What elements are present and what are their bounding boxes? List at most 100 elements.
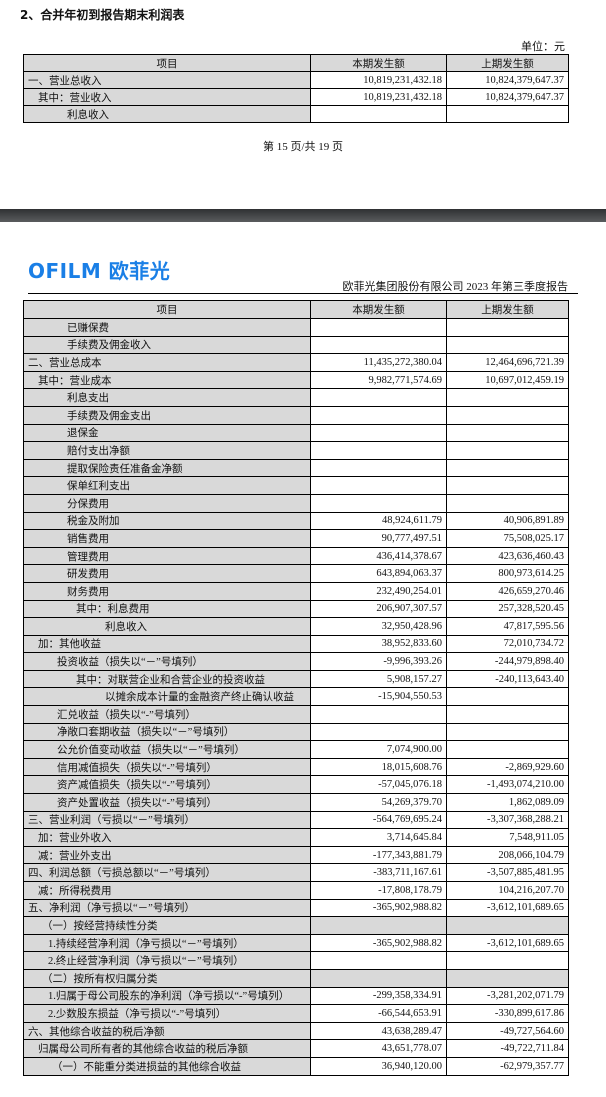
table-row: 保单红利支出 xyxy=(23,476,569,495)
table-row: 财务费用 232,490,254.01 426,659,270.46 xyxy=(23,581,569,601)
table-row: 手续费及佣金收入 xyxy=(23,335,569,355)
row-label: （一）不能重分类进损益的其他综合收益 xyxy=(23,1056,311,1076)
row-label: 利息收入 xyxy=(23,105,311,123)
row-label: 资产减值损失（损失以“-”号填列） xyxy=(23,775,311,795)
table-row: 其中：对联营企业和合营企业的投资收益 5,908,157.27 -240,113,6… xyxy=(23,669,569,689)
current-period-value xyxy=(310,705,447,724)
table-row: 五、净利润（净亏损以“－”号填列） -365,902,988.82 -3,612,1… xyxy=(23,898,569,918)
table-row: 投资收益（损失以“－”号填列） -9,996,393.26 -244,979,898… xyxy=(23,652,569,671)
row-label: 研发费用 xyxy=(23,564,311,583)
row-label: 1.归属于母公司股东的净利润（净亏损以“-”号填列） xyxy=(23,986,311,1006)
current-period-value: -66,544,653.91 xyxy=(310,1004,447,1023)
row-label: 其中：营业收入 xyxy=(23,88,311,106)
table-row: 其中：利息费用 206,907,307.57 257,328,520.45 xyxy=(23,599,569,619)
prior-period-value xyxy=(446,476,569,495)
row-label: 其中：营业成本 xyxy=(23,370,311,390)
prior-period-value: -3,507,885,481.95 xyxy=(446,863,569,882)
prior-period-value: 47,817,595.56 xyxy=(446,617,569,636)
prior-period-value: 10,697,012,459.19 xyxy=(446,370,569,390)
prior-period-value xyxy=(446,968,569,988)
current-period-value: -57,045,076.18 xyxy=(310,775,447,795)
current-period-value: -365,902,988.82 xyxy=(310,898,447,918)
row-label: 1.持续经营净利润（净亏损以“－”号填列） xyxy=(23,933,311,953)
prior-period-value: 104,216,207.70 xyxy=(446,881,569,900)
current-period-value xyxy=(310,951,447,970)
prior-period-value: 208,066,104.79 xyxy=(446,845,569,865)
table-row: 销售费用 90,777,497.51 75,508,025.17 xyxy=(23,529,569,548)
prior-period-value: -49,727,564.60 xyxy=(446,1021,569,1041)
table-row: 分保费用 xyxy=(23,493,569,513)
row-label: 销售费用 xyxy=(23,529,311,548)
table-row: 加：营业外收入 3,714,645.84 7,548,911.05 xyxy=(23,828,569,847)
row-label: 2.终止经营净利润（净亏损以“－”号填列） xyxy=(23,951,311,970)
table-row: 以摊余成本计量的金融资产终止确认收益 -15,904,550.53 xyxy=(23,687,569,707)
column-header-prior: 上期发生额 xyxy=(446,54,569,72)
prior-period-value xyxy=(446,916,569,935)
row-label: 其中：利息费用 xyxy=(23,599,311,619)
prior-period-value: 75,508,025.17 xyxy=(446,529,569,548)
current-period-value: 32,950,428.96 xyxy=(310,617,447,636)
prior-period-value xyxy=(446,722,569,742)
current-period-value xyxy=(310,423,447,443)
prior-period-value: -3,281,202,071.79 xyxy=(446,986,569,1006)
current-period-value: -383,711,167.61 xyxy=(310,863,447,882)
row-label: 利息支出 xyxy=(23,388,311,407)
prior-period-value xyxy=(446,318,569,337)
table-header: 项目 本期发生额 上期发生额 xyxy=(23,300,569,319)
table-row: 资产处置收益（损失以“-”号填列） 54,269,379.70 1,862,089.… xyxy=(23,793,569,812)
prior-period-value: -3,612,101,689.65 xyxy=(446,898,569,918)
table-row: 手续费及佣金支出 xyxy=(23,405,569,425)
current-period-value: 36,940,120.00 xyxy=(310,1056,447,1076)
row-label: 净敞口套期收益（损失以“－”号填列） xyxy=(23,722,311,742)
current-period-value: -564,769,695.24 xyxy=(310,810,447,830)
table-row: 三、营业利润（亏损以“－”号填列） -564,769,695.24 -3,307,3… xyxy=(23,810,569,830)
table-row: 四、利润总额（亏损总额以“－”号填列） -383,711,167.61 -3,507… xyxy=(23,863,569,882)
prior-period-value: -240,113,643.40 xyxy=(446,669,569,689)
table-row: 资产减值损失（损失以“-”号填列） -57,045,076.18 -1,493,07… xyxy=(23,775,569,795)
current-period-value: -17,808,178.79 xyxy=(310,881,447,900)
row-label: 加：营业外收入 xyxy=(23,828,311,847)
row-label: 税金及附加 xyxy=(23,511,311,531)
row-label: 公允价值变动收益（损失以“－”号填列） xyxy=(23,740,311,759)
table-row: 一、营业总收入 10,819,231,432.18 10,824,379,647.3… xyxy=(23,71,569,89)
prior-period-value: -49,722,711.84 xyxy=(446,1039,569,1058)
row-label: 提取保险责任准备金净额 xyxy=(23,458,311,478)
prior-period-value xyxy=(446,951,569,970)
table-row: 提取保险责任准备金净额 xyxy=(23,458,569,478)
table-row: 利息支出 xyxy=(23,388,569,407)
table-header: 项目 本期发生额 上期发生额 xyxy=(23,54,569,72)
current-period-value: 232,490,254.01 xyxy=(310,581,447,601)
ofilm-logo: OFILM 欧菲光 xyxy=(28,259,171,283)
prior-period-value: 257,328,520.45 xyxy=(446,599,569,619)
current-period-value: 206,907,307.57 xyxy=(310,599,447,619)
prior-period-value: 72,010,734.72 xyxy=(446,634,569,654)
current-period-value xyxy=(310,105,447,123)
row-label: 三、营业利润（亏损以“－”号填列） xyxy=(23,810,311,830)
prior-period-value: 423,636,460.43 xyxy=(446,546,569,566)
current-period-value: -177,343,881.79 xyxy=(310,845,447,865)
table-row: 汇兑收益（损失以“-”号填列） xyxy=(23,705,569,724)
row-label: 已赚保费 xyxy=(23,318,311,337)
prior-period-value xyxy=(446,423,569,443)
table-row: 归属母公司所有者的其他综合收益的税后净额 43,651,778.07 -49,722… xyxy=(23,1039,569,1058)
current-period-value: 3,714,645.84 xyxy=(310,828,447,847)
column-header-prior: 上期发生额 xyxy=(446,300,569,319)
table-row: 管理费用 436,414,378.67 423,636,460.43 xyxy=(23,546,569,566)
row-label: 减：营业外支出 xyxy=(23,845,311,865)
current-period-value: 18,015,608.76 xyxy=(310,757,447,777)
column-header-current: 本期发生额 xyxy=(310,300,447,319)
current-period-value: 48,924,611.79 xyxy=(310,511,447,531)
current-period-value: 10,819,231,432.18 xyxy=(310,88,447,106)
table-row: 其中：营业收入 10,819,231,432.18 10,824,379,647.3… xyxy=(23,88,569,106)
row-label: 归属母公司所有者的其他综合收益的税后净额 xyxy=(23,1039,311,1058)
prior-period-value: -3,307,368,288.21 xyxy=(446,810,569,830)
current-period-value: 90,777,497.51 xyxy=(310,529,447,548)
table-row: 利息收入 32,950,428.96 47,817,595.56 xyxy=(23,617,569,636)
prior-period-value xyxy=(446,740,569,759)
row-label: （一）按经营持续性分类 xyxy=(23,916,311,935)
prior-period-value xyxy=(446,705,569,724)
current-period-value: 43,651,778.07 xyxy=(310,1039,447,1058)
prior-period-value xyxy=(446,405,569,425)
prior-period-value xyxy=(446,493,569,513)
row-label: 分保费用 xyxy=(23,493,311,513)
